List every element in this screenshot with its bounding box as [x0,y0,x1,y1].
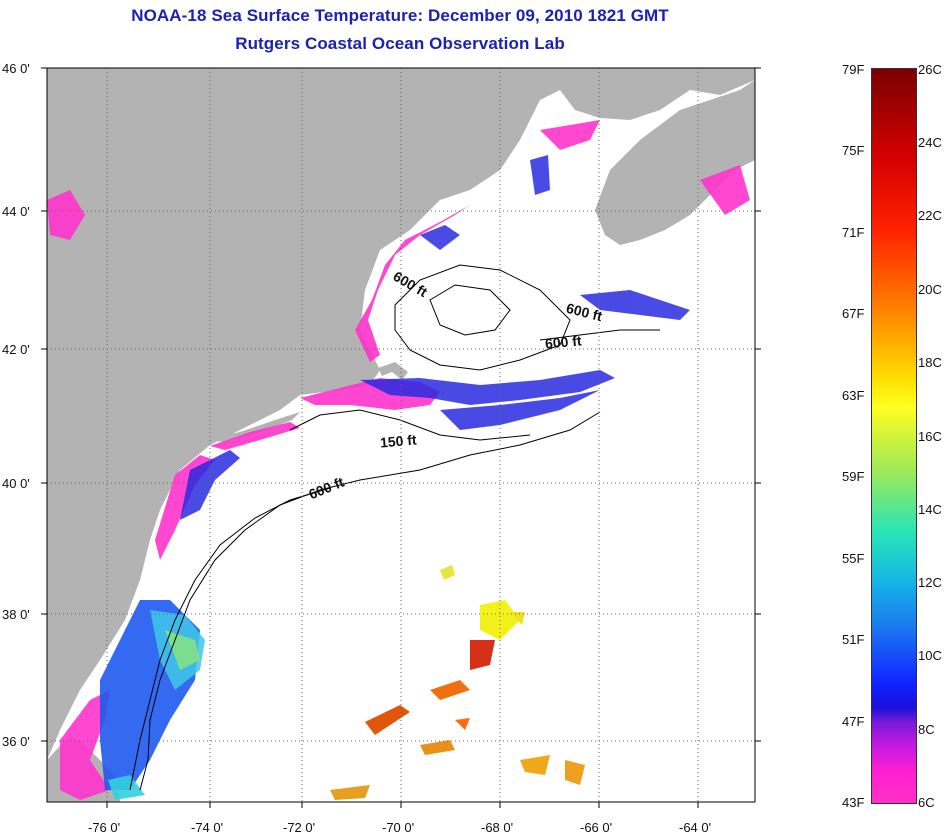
bathymetry-contours [129,264,660,791]
colorbar-f-label: 43F [842,795,865,810]
colorbar-f-label: 75F [842,143,865,158]
colorbar-c-label: 12C [918,575,942,590]
land-cape-cod [378,362,408,380]
lat-label: 36 0' [2,734,30,749]
colorbar-f-label: 47F [842,714,865,729]
lon-label: -70 0' [382,820,415,835]
land-canada-north [560,68,755,120]
lon-label: -66 0' [580,820,613,835]
lat-label: 38 0' [2,607,30,622]
contour-label: 600 ft [544,332,583,352]
colorbar-c-label: 18C [918,355,942,370]
lat-label: 42 0' [2,342,30,357]
lon-label: -76 0' [88,820,121,835]
colorbar-c-label: 14C [918,502,942,517]
colorbar-c-label: 8C [918,722,935,737]
colorbar-c-label: 6C [918,795,935,810]
map-subtitle: Rutgers Coastal Ocean Observation Lab [235,34,565,53]
colorbar-c-label: 26C [918,62,942,77]
contour-label: 150 ft [379,431,418,451]
land-nova-scotia [595,80,755,245]
colorbar-f-label: 59F [842,469,865,484]
colorbar-c-label: 16C [918,429,942,444]
land-mainland [47,68,560,760]
colorbar-f-label: 55F [842,551,865,566]
colorbar-c-label: 24C [918,135,942,150]
axis-ticks [41,67,761,808]
chesapeake-plume [100,600,205,800]
colorbar-c-label: 22C [918,208,942,223]
lat-label: 40 0' [2,476,30,491]
colorbar-f-label: 63F [842,388,865,403]
lon-label: -74 0' [191,820,224,835]
colorbar-f-label: 79F [842,62,865,77]
temperature-colorbar [871,68,917,804]
colorbar-f-label: 71F [842,225,865,240]
lat-label: 44 0' [2,204,30,219]
lon-label: -64 0' [679,820,712,835]
colorbar-f-label: 67F [842,306,865,321]
lon-label: -72 0' [283,820,316,835]
gulf-stream-patches [330,565,585,800]
colorbar-f-label: 51F [842,632,865,647]
colorbar-c-label: 10C [918,648,942,663]
colorbar-c-label: 20C [918,282,942,297]
lat-label: 46 0' [2,61,30,76]
lon-label: -68 0' [481,820,514,835]
land-long-island [205,412,300,442]
map-title: NOAA-18 Sea Surface Temperature: Decembe… [131,6,669,25]
